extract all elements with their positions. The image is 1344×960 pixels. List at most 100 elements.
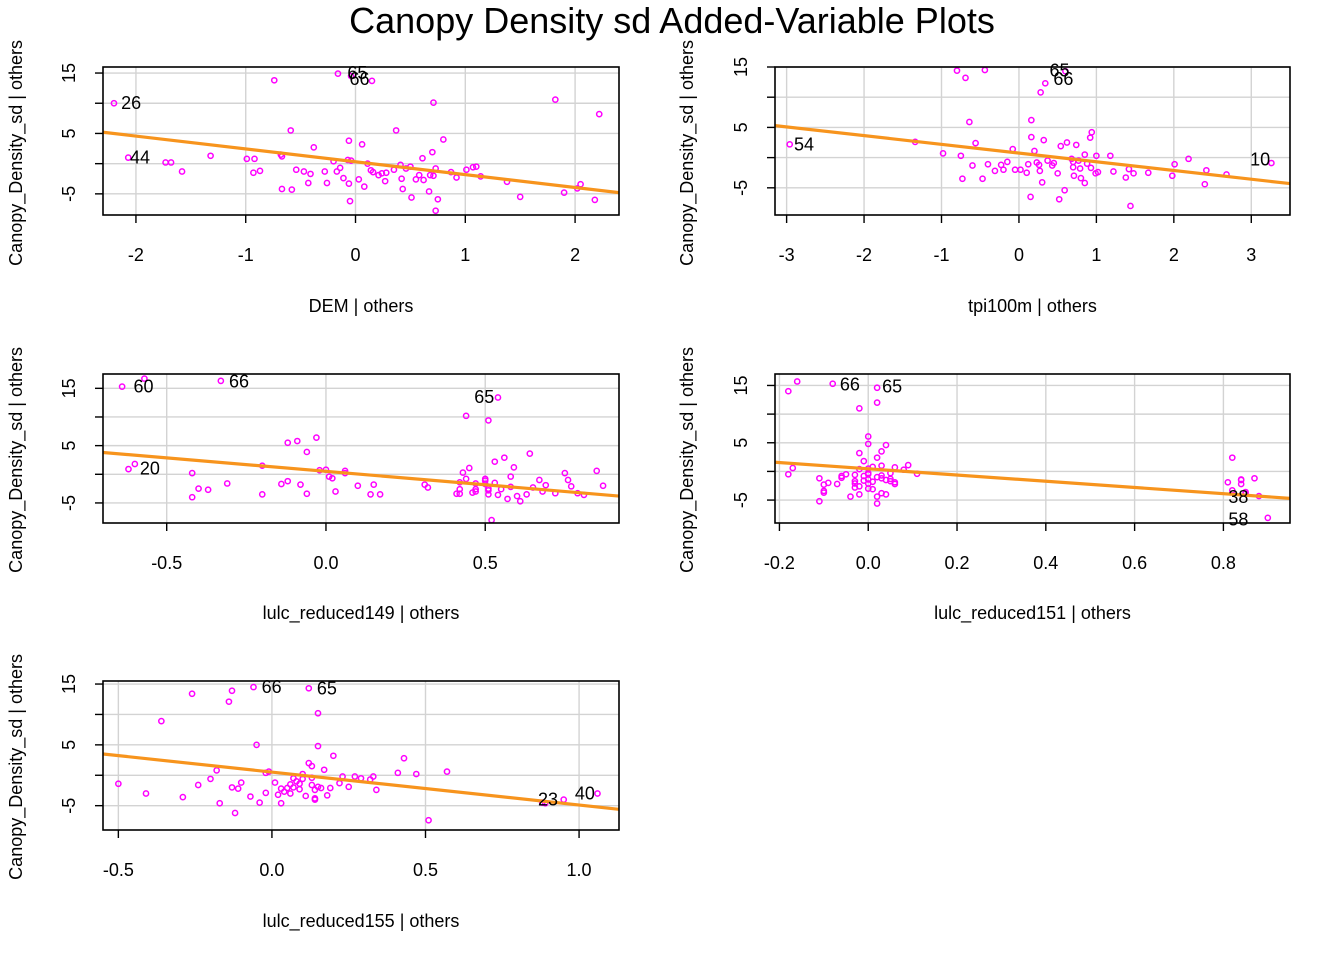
data-point (293, 437, 301, 445)
data-points (118, 375, 607, 523)
data-point (869, 478, 877, 486)
data-point (430, 172, 437, 180)
data-point (284, 439, 292, 447)
data-point (1003, 158, 1011, 166)
data-points (784, 378, 1272, 522)
data-point (1017, 166, 1024, 174)
data-point (345, 180, 353, 187)
data-point (304, 179, 312, 187)
data-point (228, 784, 236, 791)
data-point (310, 143, 318, 151)
regression-fit-line (103, 450, 619, 498)
data-point (250, 169, 257, 177)
point-label: 66 (1053, 69, 1073, 89)
data-point (1061, 186, 1068, 194)
x-tick-label: 0 (351, 245, 361, 265)
data-point (297, 481, 304, 488)
x-tick-label: -3 (779, 245, 795, 265)
data-point (851, 480, 859, 487)
data-point (178, 168, 186, 175)
data-point (408, 194, 415, 201)
x-tick-label: 0.8 (1211, 553, 1236, 573)
data-point (258, 490, 266, 498)
data-point (426, 171, 434, 179)
data-point (271, 779, 279, 786)
data-point (1093, 152, 1100, 160)
data-point (485, 417, 492, 424)
data-point (786, 140, 794, 148)
data-point (829, 380, 837, 388)
point-label: 65 (317, 678, 337, 698)
data-point (118, 383, 126, 390)
data-point (1086, 134, 1094, 142)
data-point (516, 497, 524, 505)
data-point (551, 96, 559, 103)
data-point (213, 767, 220, 774)
point-label: 26 (121, 93, 141, 113)
point-label: 44 (130, 148, 150, 168)
y-tick-label: 5 (731, 122, 751, 132)
data-point (1050, 159, 1058, 167)
data-point (838, 474, 845, 482)
data-point (1144, 169, 1152, 177)
data-point (494, 394, 502, 401)
data-point (354, 482, 362, 490)
point-label: 65 (347, 63, 367, 83)
data-point (1087, 164, 1095, 172)
data-point (317, 784, 325, 792)
x-tick-label: 0.4 (1033, 553, 1058, 573)
data-point (300, 168, 308, 175)
point-label: 66 (840, 374, 860, 394)
data-point (237, 779, 245, 786)
x-tick-label: 1.0 (567, 860, 592, 880)
data-point (311, 795, 319, 802)
plot-frame (102, 66, 620, 216)
data-point (1185, 155, 1192, 163)
data-point (816, 497, 823, 505)
data-point (217, 377, 225, 385)
data-point (430, 99, 437, 106)
data-point (878, 462, 885, 470)
data-point (1037, 89, 1044, 96)
y-tick-label: -5 (59, 495, 79, 511)
data-point (463, 166, 470, 174)
data-point (179, 793, 187, 801)
y-tick-label: 5 (59, 128, 79, 138)
x-tick-label: 2 (570, 245, 580, 265)
data-point (188, 493, 196, 501)
data-point (820, 489, 828, 496)
data-point (594, 790, 601, 797)
data-point (328, 474, 336, 482)
data-point (394, 769, 402, 777)
data-point (308, 762, 316, 770)
data-point (851, 477, 859, 485)
data-point (307, 170, 314, 178)
data-point (270, 76, 278, 84)
data-point (373, 786, 380, 794)
x-tick-label: 0.0 (856, 553, 881, 573)
data-point (1000, 166, 1007, 174)
data-point (784, 387, 792, 395)
data-point (256, 167, 264, 175)
data-point (1110, 168, 1117, 175)
data-point (560, 796, 568, 803)
data-point (595, 110, 603, 118)
data-point (415, 171, 423, 179)
data-point (469, 163, 477, 171)
data-point (873, 384, 881, 392)
data-point (491, 458, 499, 466)
data-point (962, 74, 969, 82)
data-point (131, 460, 139, 468)
data-point (856, 490, 863, 498)
data-point (345, 783, 353, 791)
data-point (334, 70, 342, 77)
y-tick-label: 5 (59, 441, 79, 451)
data-point (1171, 160, 1178, 168)
x-tick-label: -0.5 (151, 553, 182, 573)
point-label: 66 (229, 371, 249, 391)
x-axis-label: tpi100m | others (968, 296, 1097, 316)
data-point (561, 469, 569, 477)
regression-fit-line (103, 130, 619, 195)
data-point (1062, 67, 1069, 75)
